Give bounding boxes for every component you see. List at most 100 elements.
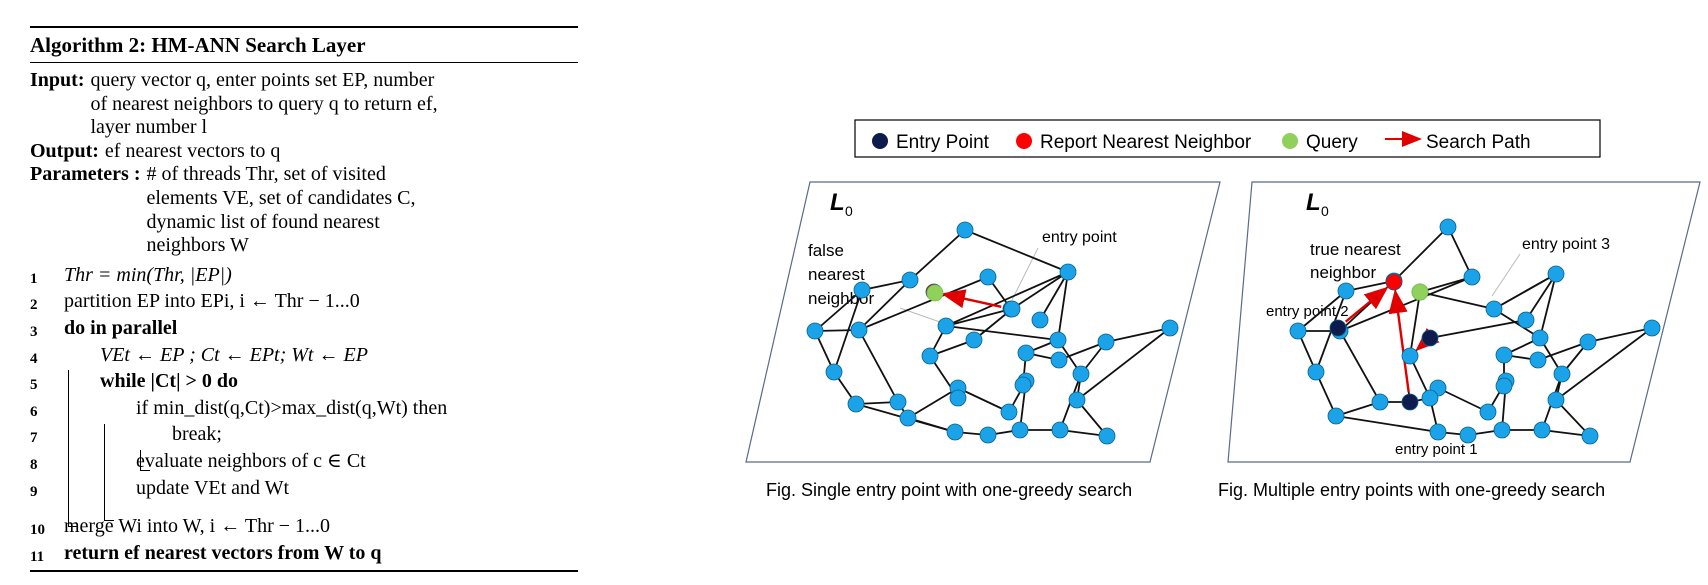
- line-number: 10: [30, 522, 45, 539]
- graph-node: [1371, 393, 1389, 411]
- graph-edge: [1076, 373, 1082, 401]
- right-annotation-true-line: true nearest: [1310, 240, 1401, 259]
- graph-edge: [1393, 226, 1449, 282]
- graph-node: [1307, 363, 1325, 381]
- graph-edge: [945, 325, 1059, 341]
- graph-edge: [1008, 380, 1027, 413]
- graph-edge: [858, 329, 899, 403]
- graph-edge: [1429, 319, 1527, 339]
- algo-line: 2 partition EP into EPi, i ← Thr − 1...0: [30, 290, 578, 317]
- graph-edge: [907, 387, 959, 419]
- graph-node: [1051, 421, 1069, 439]
- right-layer-plane: [1227, 181, 1701, 463]
- graph-node: [1337, 282, 1355, 300]
- if-block-end: [140, 470, 150, 471]
- while-block-end: [104, 520, 114, 521]
- legend-entry-point-label: Entry Point: [896, 132, 990, 153]
- search-path: [941, 289, 1002, 309]
- input-line: query vector q, enter points set EP, num…: [90, 69, 435, 91]
- graph-edge: [1447, 226, 1473, 278]
- graph-edge: [1541, 373, 1563, 431]
- algo-line: 3 do in parallel: [30, 317, 578, 344]
- graph-edge: [929, 325, 947, 357]
- line-text: partition EP into EPi, i ← Thr − 1...0: [64, 290, 360, 313]
- graph-edge: [897, 401, 909, 419]
- graph-edge: [1419, 291, 1495, 310]
- graph-node: [1479, 403, 1497, 421]
- line-number: 6: [30, 403, 38, 420]
- query-node: [926, 284, 944, 302]
- line-number: 7: [30, 430, 38, 447]
- graph-node: [1531, 329, 1549, 347]
- graph-node: [965, 331, 983, 349]
- graph-node: [889, 393, 907, 411]
- right-annotation-entry-point-2: entry point 2: [1266, 303, 1349, 320]
- algo-line: 5 while |Ct| > 0 do: [30, 370, 578, 397]
- graph-edge: [1039, 271, 1069, 321]
- graph-edge: [814, 289, 863, 332]
- graph-edge: [1539, 273, 1557, 339]
- line-number: 3: [30, 323, 38, 340]
- graph-node: [1493, 421, 1511, 439]
- line-number: 1: [30, 270, 38, 287]
- graph-node: [1579, 333, 1597, 351]
- graph-nodes: [806, 221, 1179, 445]
- graph-edge: [964, 229, 1069, 273]
- graph-edge: [1022, 352, 1027, 386]
- graph-node: [1049, 331, 1067, 349]
- search-path: [1344, 286, 1440, 393]
- legend-report-nn-icon: [1016, 133, 1032, 149]
- search-path-arrow: [941, 289, 1002, 309]
- graph-node: [1497, 372, 1515, 390]
- algorithm-box: Algorithm 2: HM-ANN Search Layer Input: …: [30, 26, 578, 573]
- left-figure-caption: Fig. Single entry point with one-greedy …: [766, 480, 1132, 500]
- graph-edge: [1011, 271, 1069, 310]
- graph-node: [1485, 300, 1503, 318]
- graph-node: [949, 389, 967, 407]
- graph-edge: [1503, 380, 1507, 387]
- graph-node: [847, 395, 865, 413]
- graph-edge: [909, 229, 966, 281]
- right-annotation-entry-point-1: entry point 1: [1395, 441, 1478, 458]
- graph-node: [1547, 391, 1565, 409]
- parameters-label: Parameters :: [30, 163, 141, 186]
- graph-node: [1547, 265, 1565, 283]
- graph-edge: [1080, 341, 1107, 375]
- left-graph: L 0 entry point false nearest neighbor: [745, 181, 1221, 463]
- input-label: Input:: [30, 69, 85, 91]
- graph-edge: [1493, 308, 1541, 339]
- graph-node: [1068, 391, 1086, 409]
- graph-edge: [1019, 380, 1027, 431]
- query-node: [1411, 283, 1429, 301]
- algo-line: 1 Thr = min(Thr, |EP|): [30, 264, 578, 291]
- algo-line: 4 VEt ← EP ; Ct ← EPt; Wt ← EP: [30, 344, 578, 371]
- graph-edge: [814, 330, 835, 373]
- graph-edge: [1537, 341, 1589, 361]
- graph-edge: [1393, 280, 1411, 403]
- line-number: 11: [30, 548, 45, 565]
- legend-entry-point-icon: [872, 133, 888, 149]
- graph-edge: [1493, 273, 1557, 310]
- search-path-arrow: [1415, 327, 1440, 352]
- line-text: VEt ← EP ; Ct ← EPt; Wt ← EP: [100, 343, 368, 366]
- graph-node: [1289, 322, 1307, 340]
- legend-query-label: Query: [1306, 132, 1358, 153]
- graph-node: [1327, 407, 1345, 425]
- graph-edge: [1059, 373, 1082, 431]
- graph-edge: [858, 279, 911, 331]
- parallel-block-bar: [68, 370, 69, 526]
- graph-node: [1059, 263, 1077, 281]
- graph-node: [956, 221, 974, 239]
- graph-edge: [1105, 327, 1171, 343]
- left-false-leader: [899, 307, 941, 323]
- search-path-arrow: [1388, 289, 1410, 393]
- graph-edge: [1315, 290, 1347, 373]
- graph-edge: [1419, 276, 1473, 293]
- line-text: evaluate neighbors of c ∈ Ct: [136, 449, 366, 472]
- nearest-neighbor-node: [925, 283, 943, 301]
- graph-edge: [1561, 341, 1589, 375]
- graph-edge: [1339, 280, 1395, 332]
- line-text: do in parallel: [64, 316, 178, 339]
- output-text: ef nearest vectors to q: [104, 139, 281, 162]
- top-rule: [30, 26, 578, 28]
